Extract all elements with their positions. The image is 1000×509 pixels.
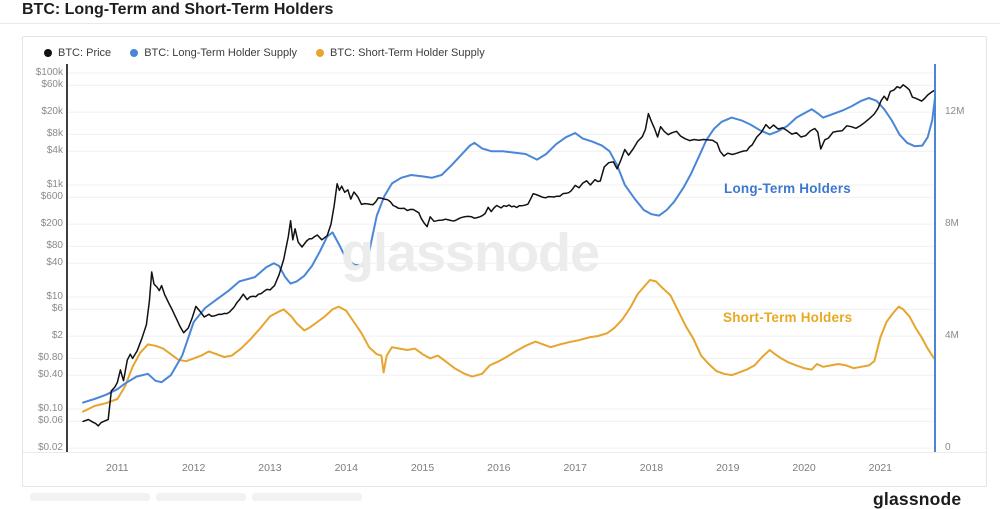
price-tick-label: $40 — [46, 257, 63, 269]
short-term-holders-label: Short-Term Holders — [723, 310, 853, 325]
long-term-holders-label: Long-Term Holders — [724, 181, 851, 196]
year-tick-label: 2012 — [181, 462, 206, 474]
year-tick-label: 2018 — [639, 462, 664, 474]
y-axis-right-supply: 12M 8M 4M 0 — [945, 0, 985, 503]
year-tick-label: 2019 — [716, 462, 740, 474]
glassnode-logo: glassnode — [873, 489, 962, 509]
sth-series-dot-icon — [316, 49, 325, 57]
legend-label: BTC: Price — [58, 47, 112, 59]
year-tick-label: 2015 — [410, 462, 435, 474]
legend-item-lth-supply[interactable]: BTC: Long-Term Holder Supply — [130, 47, 297, 59]
price-tick-label: $80 — [46, 240, 63, 252]
price-tick-label: $600 — [40, 191, 63, 203]
y-axis-left-price: $100k $60k $20k $8k $4k $1k $600 $200 $80 $40 $10 $… — [20, 0, 63, 503]
price-tick-label: $60k — [41, 79, 63, 91]
lth-series-dot-icon — [130, 49, 139, 57]
supply-tick-label: 4M — [945, 330, 959, 341]
glassnode-watermark: glassnode — [341, 223, 600, 283]
supply-tick-label: 12M — [945, 106, 965, 117]
supply-tick-label: 0 — [945, 442, 951, 453]
legend-item-sth-supply[interactable]: BTC: Short-Term Holder Supply — [316, 47, 485, 59]
year-tick-label: 2021 — [868, 462, 893, 474]
title-divider — [0, 23, 1000, 24]
page-title: BTC: Long-Term and Short-Term Holders — [22, 1, 334, 18]
price-tick-label: $4k — [46, 145, 63, 157]
series-line-lth — [82, 85, 935, 404]
price-tick-label: $1k — [46, 179, 63, 190]
year-tick-label: 2017 — [563, 462, 587, 474]
price-tick-label: $0.40 — [37, 369, 63, 381]
price-tick-label: $2 — [51, 330, 63, 342]
price-tick-label: $10 — [46, 291, 63, 302]
price-tick-label: $0.02 — [37, 442, 63, 454]
year-tick-label: 2016 — [487, 462, 511, 474]
legend-label: BTC: Long-Term Holder Supply — [144, 47, 298, 59]
year-tick-label: 2013 — [258, 462, 282, 474]
price-tick-label: $0.10 — [37, 403, 63, 414]
price-series-dot-icon — [44, 49, 52, 57]
year-tick-label: 2011 — [106, 462, 129, 474]
price-tick-label: $200 — [40, 218, 63, 230]
chart-card — [22, 36, 987, 487]
year-tick-label: 2020 — [792, 462, 816, 474]
supply-tick-label: 8M — [945, 218, 959, 229]
series-line-price — [82, 84, 935, 427]
price-tick-label: $0.80 — [37, 352, 63, 364]
chart-legend: BTC: Price BTC: Long-Term Holder Supply … — [44, 47, 485, 59]
price-tick-label: $20k — [41, 106, 63, 118]
year-tick-label: 2014 — [334, 462, 358, 474]
price-tick-label: $6 — [51, 303, 63, 315]
price-tick-label: $0.06 — [37, 415, 63, 427]
price-tick-label: $8k — [46, 128, 63, 140]
series-line-sth — [82, 279, 935, 413]
price-tick-label: $100k — [35, 67, 63, 78]
footer-caption-placeholder — [30, 493, 362, 501]
legend-item-price[interactable]: BTC: Price — [44, 47, 111, 59]
legend-label: BTC: Short-Term Holder Supply — [330, 47, 485, 59]
